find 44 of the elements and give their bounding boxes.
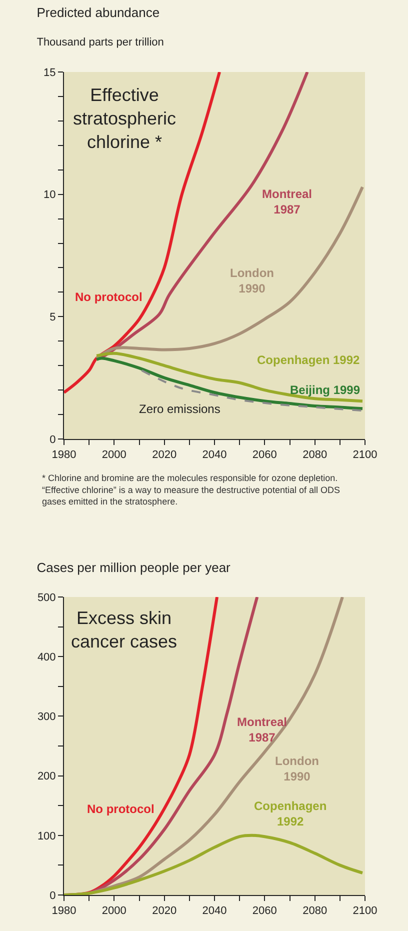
y-tick-label: 400 [37, 651, 56, 664]
chart-subtitle: Thousand parts per trillion [36, 36, 164, 48]
x-tick-label: 2040 [202, 449, 227, 462]
x-tick-label: 2000 [102, 905, 126, 918]
series-label: Copenhagen 1992 [257, 353, 360, 367]
text: “Effective chlorine” is a way to measure the destructive potential of all ODS gases emitted in the stratosphere. [42, 485, 340, 507]
x-tick-label: 2100 [352, 449, 378, 462]
annotation: Excess skin cancer cases [71, 608, 178, 652]
series-label: Montreal 1987 [262, 187, 312, 217]
y-tick-label: 15 [44, 66, 56, 79]
y-tick-label: 100 [37, 830, 56, 842]
x-tick-label: 2040 [202, 905, 227, 918]
x-tick-label: 2080 [302, 449, 328, 462]
x-tick-label: 2020 [152, 449, 177, 462]
x-tick-label: 1980 [52, 905, 76, 918]
series-label: No protocol [75, 290, 142, 304]
line-series [140, 369, 364, 412]
series-label: Beijing 1999 [290, 383, 360, 397]
series-label: Zero emissions [139, 402, 220, 416]
y-tick-label: 0 [50, 434, 56, 446]
x-tick-label: 1980 [52, 449, 76, 462]
chart-title: Cases per million people per year [36, 560, 232, 576]
y-tick-label: 200 [37, 770, 56, 783]
x-tick-label: 2060 [252, 905, 277, 918]
text: * Chlorine and bromine are the molecules responsible for ozone depletion. [42, 473, 338, 483]
y-tick-label: 500 [37, 592, 56, 604]
x-tick-label: 2060 [252, 449, 277, 462]
series-label: No protocol [87, 802, 154, 816]
y-tick-label: 300 [37, 711, 56, 724]
x-tick-label: 2080 [302, 905, 328, 918]
x-tick-label: 2000 [102, 449, 126, 462]
annotation: Effective stratospheric chlorine * [73, 85, 176, 152]
y-tick-label: 5 [50, 312, 56, 324]
x-tick-label: 2020 [152, 905, 177, 918]
line-series [64, 72, 222, 394]
y-tick-label: 0 [50, 890, 56, 902]
line-series [95, 352, 364, 403]
series-label: Montreal 1987 [237, 715, 288, 745]
series-label: London 1990 [230, 266, 274, 296]
series-label: London 1990 [275, 754, 319, 784]
chart-title: Predicted abundance [36, 5, 160, 20]
y-tick-label: 10 [44, 189, 56, 202]
x-tick-label: 2100 [352, 905, 378, 918]
series-label: Copenhagen 1992 [254, 799, 327, 829]
